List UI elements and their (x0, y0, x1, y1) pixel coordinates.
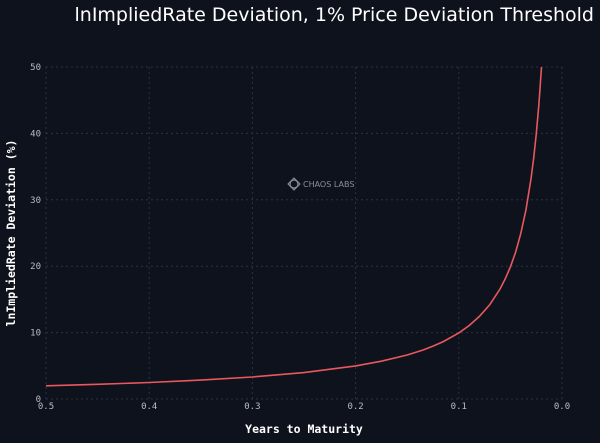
y-tick-label: 40 (30, 129, 41, 139)
x-tick-label: 0.1 (451, 402, 467, 412)
y-tick-label: 20 (30, 262, 41, 272)
x-axis-label: Years to Maturity (245, 422, 363, 436)
y-tick-label: 30 (30, 196, 41, 206)
x-tick-label: 0.5 (38, 402, 54, 412)
y-tick-label: 10 (30, 329, 41, 339)
chart-title: lnImpliedRate Deviation, 1% Price Deviat… (74, 4, 595, 26)
y-tick-label: 0 (36, 395, 41, 405)
y-tick-label: 50 (30, 63, 41, 73)
watermark-text: CHAOS LABS (303, 180, 354, 189)
series-line (45, 66, 543, 387)
grid (45, 66, 563, 400)
x-tick-label: 0.0 (554, 402, 570, 412)
chaos-labs-watermark: CHAOS LABS (287, 177, 354, 191)
y-axis-label: lnImpliedRate Deviation (%) (4, 140, 18, 327)
x-tick-label: 0.4 (141, 402, 157, 412)
x-tick-label: 0.3 (244, 402, 260, 412)
chaos-labs-logo-icon (287, 177, 301, 191)
x-tick-label: 0.2 (347, 402, 363, 412)
